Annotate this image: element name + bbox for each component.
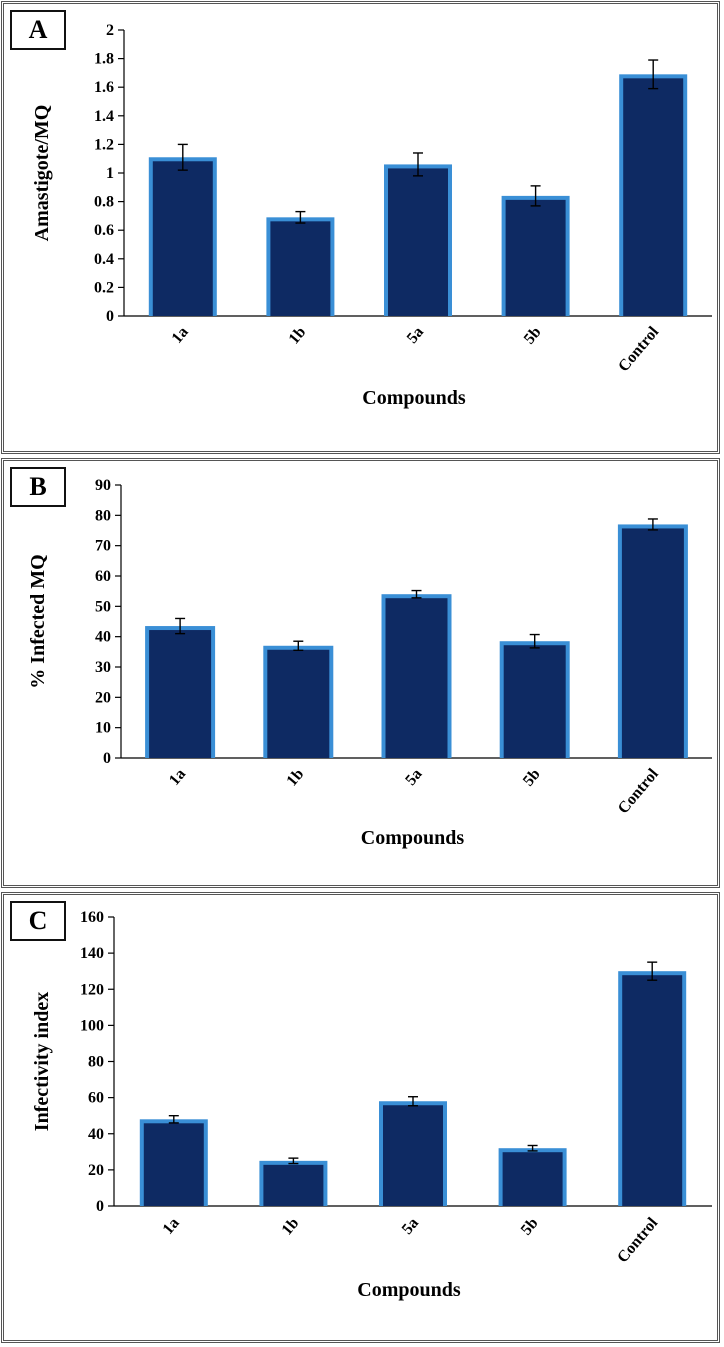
bar-a-1a xyxy=(152,161,213,316)
y-tick-label-a: 0.8 xyxy=(94,194,114,211)
chart-panel-a: A 0 0.2 0.4 0.6 0.8 1 1.2 1.4 1.6 1.8 2 1a 1b 5a 5b Con… xyxy=(1,1,720,454)
panel-label-b: B xyxy=(10,467,66,507)
x-tick-label-c-1b: 1b xyxy=(279,1215,303,1239)
y-tick-label-a: 1.4 xyxy=(94,108,114,125)
y-tick-label-c: 20 xyxy=(88,1162,104,1179)
y-tick-label-c: 40 xyxy=(88,1126,104,1143)
chart-c-svg: 0 20 40 60 80 100 120 140 160 1a 1b 5a 5b Control Comp… xyxy=(31,909,712,1301)
y-tick-label-b: 60 xyxy=(95,568,111,585)
x-tick-label-c-control: Control xyxy=(614,1214,661,1266)
y-tick-label-a: 1.8 xyxy=(94,51,114,68)
y-tick-label-b: 30 xyxy=(95,659,111,676)
x-tick-label-a-control: Control xyxy=(615,323,662,375)
bar-c-5b xyxy=(502,1152,563,1206)
x-tick-label-b-1b: 1b xyxy=(283,766,307,790)
chart-b-svg: 0 10 20 30 40 50 60 70 80 90 1a 1b 5a 5b Control Compou… xyxy=(27,477,712,849)
x-tick-label-b-1a: 1a xyxy=(166,766,189,789)
bar-a-control xyxy=(623,78,684,316)
y-tick-label-c: 60 xyxy=(88,1090,104,1107)
x-tick-label-a-5a: 5a xyxy=(404,324,427,347)
x-tick-label-a-1a: 1a xyxy=(169,324,192,347)
bar-b-5a xyxy=(385,598,448,758)
bar-c-control xyxy=(622,975,683,1206)
y-tick-label-b: 70 xyxy=(95,538,111,555)
x-tick-label-b-5b: 5b xyxy=(520,766,544,790)
y-tick-label-a: 0 xyxy=(106,308,114,325)
y-tick-label-a: 1.6 xyxy=(94,79,114,96)
y-tick-label-c: 120 xyxy=(80,981,104,998)
y-axis-title-b: % Infected MQ xyxy=(27,554,49,688)
bar-c-1a xyxy=(143,1123,204,1206)
y-tick-label-c: 80 xyxy=(88,1054,104,1071)
y-tick-label-b: 10 xyxy=(95,720,111,737)
y-tick-label-c: 160 xyxy=(80,909,104,926)
y-tick-label-c: 100 xyxy=(80,1017,104,1034)
y-tick-label-a: 0.6 xyxy=(94,222,114,239)
x-axis-title-b: Compounds xyxy=(361,827,465,849)
x-tick-label-c-5a: 5a xyxy=(399,1215,422,1238)
bar-b-1a xyxy=(149,630,212,758)
bar-a-1b xyxy=(270,221,331,316)
bar-b-control xyxy=(621,528,684,758)
y-tick-label-b: 90 xyxy=(95,477,111,494)
y-axis-title-a: Amastigote/MQ xyxy=(31,105,53,242)
chart-a-svg: 0 0.2 0.4 0.6 0.8 1 1.2 1.4 1.6 1.8 2 1a 1b 5a 5b Contr… xyxy=(31,22,712,409)
chart-panel-c: C 0 20 40 60 80 100 120 140 160 1a 1b 5a 5b Control Co… xyxy=(1,892,720,1343)
panel-label-a: A xyxy=(10,10,66,50)
x-tick-label-a-1b: 1b xyxy=(286,324,310,348)
x-tick-label-b-control: Control xyxy=(615,765,662,817)
x-axis-title-a: Compounds xyxy=(362,387,466,409)
bar-b-1b xyxy=(267,649,330,758)
bar-c-1b xyxy=(263,1164,324,1206)
panel-label-c: C xyxy=(10,901,66,941)
y-tick-label-b: 80 xyxy=(95,507,111,524)
y-tick-label-a: 1 xyxy=(106,165,114,182)
bar-b-5b xyxy=(503,645,566,758)
y-tick-label-c: 140 xyxy=(80,945,104,962)
bar-c-5a xyxy=(383,1105,443,1206)
y-tick-label-b: 40 xyxy=(95,629,111,646)
y-tick-label-a: 0.4 xyxy=(94,251,114,268)
x-tick-label-c-5b: 5b xyxy=(518,1215,542,1239)
y-tick-label-b: 20 xyxy=(95,689,111,706)
chart-panel-b: B 0 10 20 30 40 50 60 70 80 90 1a 1b 5a 5b Control Comp… xyxy=(1,458,720,888)
y-tick-label-a: 1.2 xyxy=(94,136,114,153)
y-tick-label-b: 50 xyxy=(95,598,111,615)
bar-a-5a xyxy=(388,168,448,316)
x-axis-title-c: Compounds xyxy=(357,1279,461,1301)
x-tick-label-c-1a: 1a xyxy=(160,1215,183,1238)
y-tick-label-a: 0.2 xyxy=(94,279,114,296)
bar-a-5b xyxy=(505,199,566,316)
y-tick-label-a: 2 xyxy=(106,22,114,39)
y-axis-title-c: Infectivity index xyxy=(31,992,53,1131)
x-tick-label-a-5b: 5b xyxy=(521,324,545,348)
y-tick-label-c: 0 xyxy=(96,1198,104,1215)
y-tick-label-b: 0 xyxy=(103,750,111,767)
x-tick-label-b-5a: 5a xyxy=(402,766,425,789)
